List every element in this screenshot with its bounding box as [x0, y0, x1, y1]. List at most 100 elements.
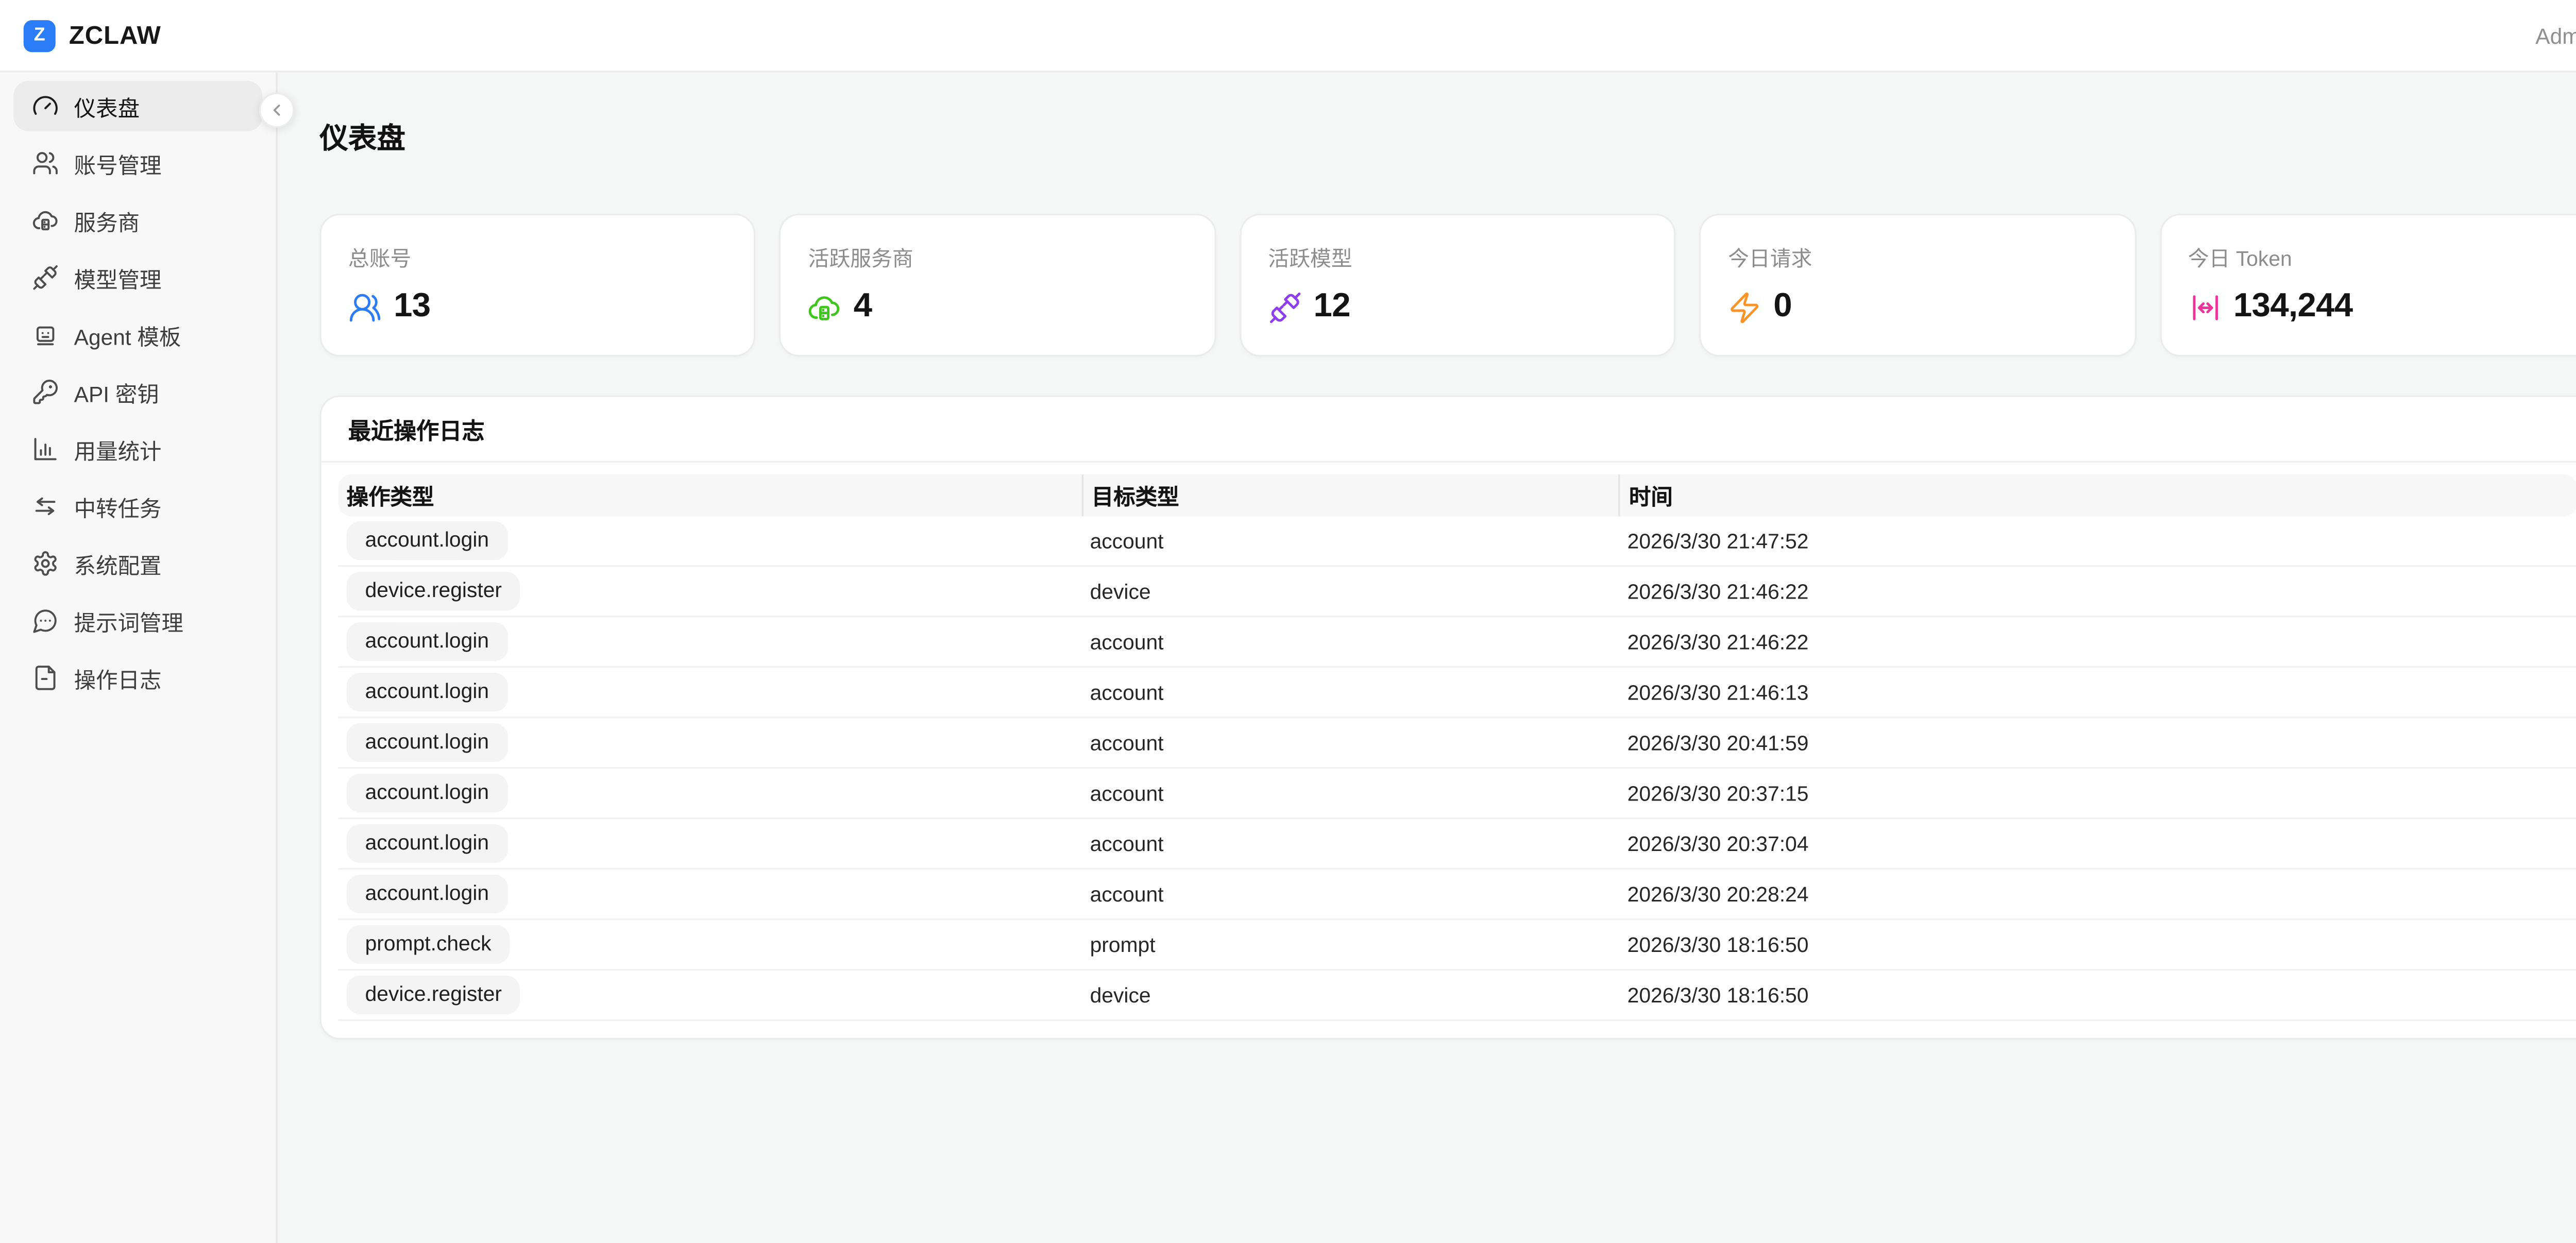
stat-card-label: 总账号: [348, 247, 412, 271]
stat-card-value: 0: [1773, 287, 1792, 325]
table-row: account.login account 2026/3/30 21:46:13: [338, 668, 2576, 719]
table-row: account.login account 2026/3/30 21:46:22: [338, 617, 2576, 668]
sidebar-nav: 仪表盘 账号管理 服务商 模型管理 Agent 模板 API 密钥 用量统计 中…: [13, 80, 263, 703]
target-type-cell: device: [1090, 983, 1151, 1007]
target-type-cell: account: [1090, 680, 1164, 704]
sidebar-item-api-keys[interactable]: API 密钥: [13, 367, 262, 417]
sidebar-item-op-logs[interactable]: 操作日志: [13, 653, 262, 703]
action-type-badge: account.login: [346, 622, 508, 661]
chevron-left-icon: [267, 101, 286, 120]
action-type-badge: account.login: [346, 824, 508, 863]
sidebar-item-agent-templates[interactable]: Agent 模板: [13, 310, 262, 360]
time-cell: 2026/3/30 20:37:15: [1627, 781, 1809, 805]
time-cell: 2026/3/30 21:46:22: [1627, 579, 1809, 603]
user-menu[interactable]: Admin: [2535, 23, 2576, 48]
logs-table-body: account.login account 2026/3/30 21:47:52…: [338, 516, 2576, 1021]
users-round-icon: [348, 290, 382, 323]
target-type-cell: account: [1090, 730, 1164, 755]
recent-logs-panel: 最近操作日志 操作类型 目标类型 时间 account.login account …: [319, 395, 2576, 1040]
sidebar-item-relay-tasks[interactable]: 中转任务: [13, 481, 262, 532]
logs-table: 操作类型 目标类型 时间 account.login account 2026/3/…: [321, 463, 2576, 1038]
time-cell: 2026/3/30 18:16:50: [1627, 932, 1809, 957]
brand-name: ZCLAW: [69, 21, 161, 50]
sidebar-item-prompts[interactable]: 提示词管理: [13, 595, 262, 646]
sidebar-item-label: 模型管理: [74, 266, 162, 292]
action-type-badge: device.register: [346, 976, 520, 1014]
sidebar-item-usage[interactable]: 用量统计: [13, 424, 262, 474]
time-cell: 2026/3/30 21:47:52: [1627, 529, 1809, 553]
sidebar-collapse-button[interactable]: [259, 92, 295, 128]
unplug-icon: [1268, 290, 1301, 323]
column-header: 时间: [1619, 474, 2576, 517]
action-type-badge: prompt.check: [346, 925, 510, 964]
brand-logo-icon: Z: [23, 19, 56, 52]
stat-card-value: 13: [394, 287, 431, 325]
sidebar-item-dashboard[interactable]: 仪表盘: [13, 80, 263, 131]
stat-card: 今日 Token 134,244: [2159, 213, 2576, 357]
table-row: account.login account 2026/3/30 20:37:04: [338, 819, 2576, 870]
sidebar-item-label: 用量统计: [74, 438, 162, 464]
move-horizontal-icon: [2188, 290, 2222, 323]
target-type-cell: prompt: [1090, 932, 1156, 957]
time-cell: 2026/3/30 20:41:59: [1627, 730, 1809, 755]
time-cell: 2026/3/30 20:28:24: [1627, 882, 1809, 906]
time-cell: 2026/3/30 21:46:22: [1627, 629, 1809, 654]
action-type-badge: account.login: [346, 774, 508, 812]
table-row: device.register device 2026/3/30 21:46:2…: [338, 567, 2576, 618]
stat-card: 活跃服务商 4: [779, 213, 1216, 357]
target-type-cell: account: [1090, 529, 1164, 553]
table-row: device.register device 2026/3/30 18:16:5…: [338, 970, 2576, 1021]
stat-card-label: 今日 Token: [2188, 247, 2292, 271]
table-row: prompt.check prompt 2026/3/30 18:16:50: [338, 920, 2576, 971]
target-type-cell: account: [1090, 831, 1164, 856]
stat-card: 活跃模型 12: [1239, 213, 1676, 357]
table-row: account.login account 2026/3/30 20:37:15: [338, 769, 2576, 820]
sidebar-item-label: 账号管理: [74, 152, 162, 178]
action-type-badge: account.login: [346, 875, 508, 913]
column-header: 操作类型: [346, 484, 434, 510]
key-icon: [32, 379, 59, 405]
sidebar-item-label: 服务商: [74, 209, 140, 235]
sidebar-item-providers[interactable]: 服务商: [13, 195, 262, 246]
sidebar-item-system-config[interactable]: 系统配置: [13, 538, 262, 589]
unplug-icon: [32, 264, 59, 291]
stat-card: 今日请求 0: [1699, 213, 2136, 357]
stat-card-label: 今日请求: [1728, 247, 1812, 271]
table-row: account.login account 2026/3/30 20:41:59: [338, 718, 2576, 769]
cloud-server-icon: [808, 290, 842, 323]
target-type-cell: account: [1090, 781, 1164, 805]
stat-card: 总账号 13: [319, 213, 756, 357]
brand-logo-letter: Z: [33, 25, 45, 46]
sidebar-item-models[interactable]: 模型管理: [13, 252, 262, 303]
action-type-badge: account.login: [346, 723, 508, 762]
message-dots-icon: [32, 607, 59, 634]
sidebar-item-label: 中转任务: [74, 495, 162, 521]
sidebar-item-accounts[interactable]: 账号管理: [13, 138, 262, 189]
stat-card-value: 4: [853, 287, 872, 325]
target-type-cell: account: [1090, 629, 1164, 654]
cloud-server-icon: [32, 207, 59, 234]
bar-chart-icon: [32, 436, 59, 463]
sidebar-item-label: 仪表盘: [74, 95, 140, 121]
target-type-cell: account: [1090, 882, 1164, 906]
top-bar: Z ZCLAW Admin: [0, 0, 2576, 73]
logs-table-header-row: 操作类型 目标类型 时间: [338, 474, 2576, 517]
sidebar-item-label: 操作日志: [74, 667, 162, 692]
sidebar-item-label: API 密钥: [74, 381, 159, 406]
logs-panel-title: 最近操作日志: [348, 419, 485, 445]
sidebar-item-label: 提示词管理: [74, 609, 183, 635]
zap-icon: [1728, 290, 1761, 323]
sidebar: 仪表盘 账号管理 服务商 模型管理 Agent 模板 API 密钥 用量统计 中…: [0, 72, 295, 1243]
action-type-badge: account.login: [346, 673, 508, 711]
time-cell: 2026/3/30 20:37:04: [1627, 831, 1809, 856]
column-header: 目标类型: [1081, 474, 1619, 517]
action-type-badge: account.login: [346, 522, 508, 560]
main-content: 仪表盘 总账号 13 活跃服务商 4 活跃模型 12 今日请求 0 今日 Tok…: [277, 72, 2576, 1243]
stat-card-value: 134,244: [2233, 287, 2353, 325]
sidebar-item-label: Agent 模板: [74, 323, 181, 349]
stat-cards: 总账号 13 活跃服务商 4 活跃模型 12 今日请求 0 今日 Token 1…: [319, 213, 2576, 357]
stat-card-label: 活跃模型: [1268, 247, 1352, 271]
swap-icon: [32, 493, 59, 520]
body-row: 仪表盘 账号管理 服务商 模型管理 Agent 模板 API 密钥 用量统计 中…: [0, 72, 2576, 1243]
sidebar-item-label: 系统配置: [74, 552, 162, 578]
